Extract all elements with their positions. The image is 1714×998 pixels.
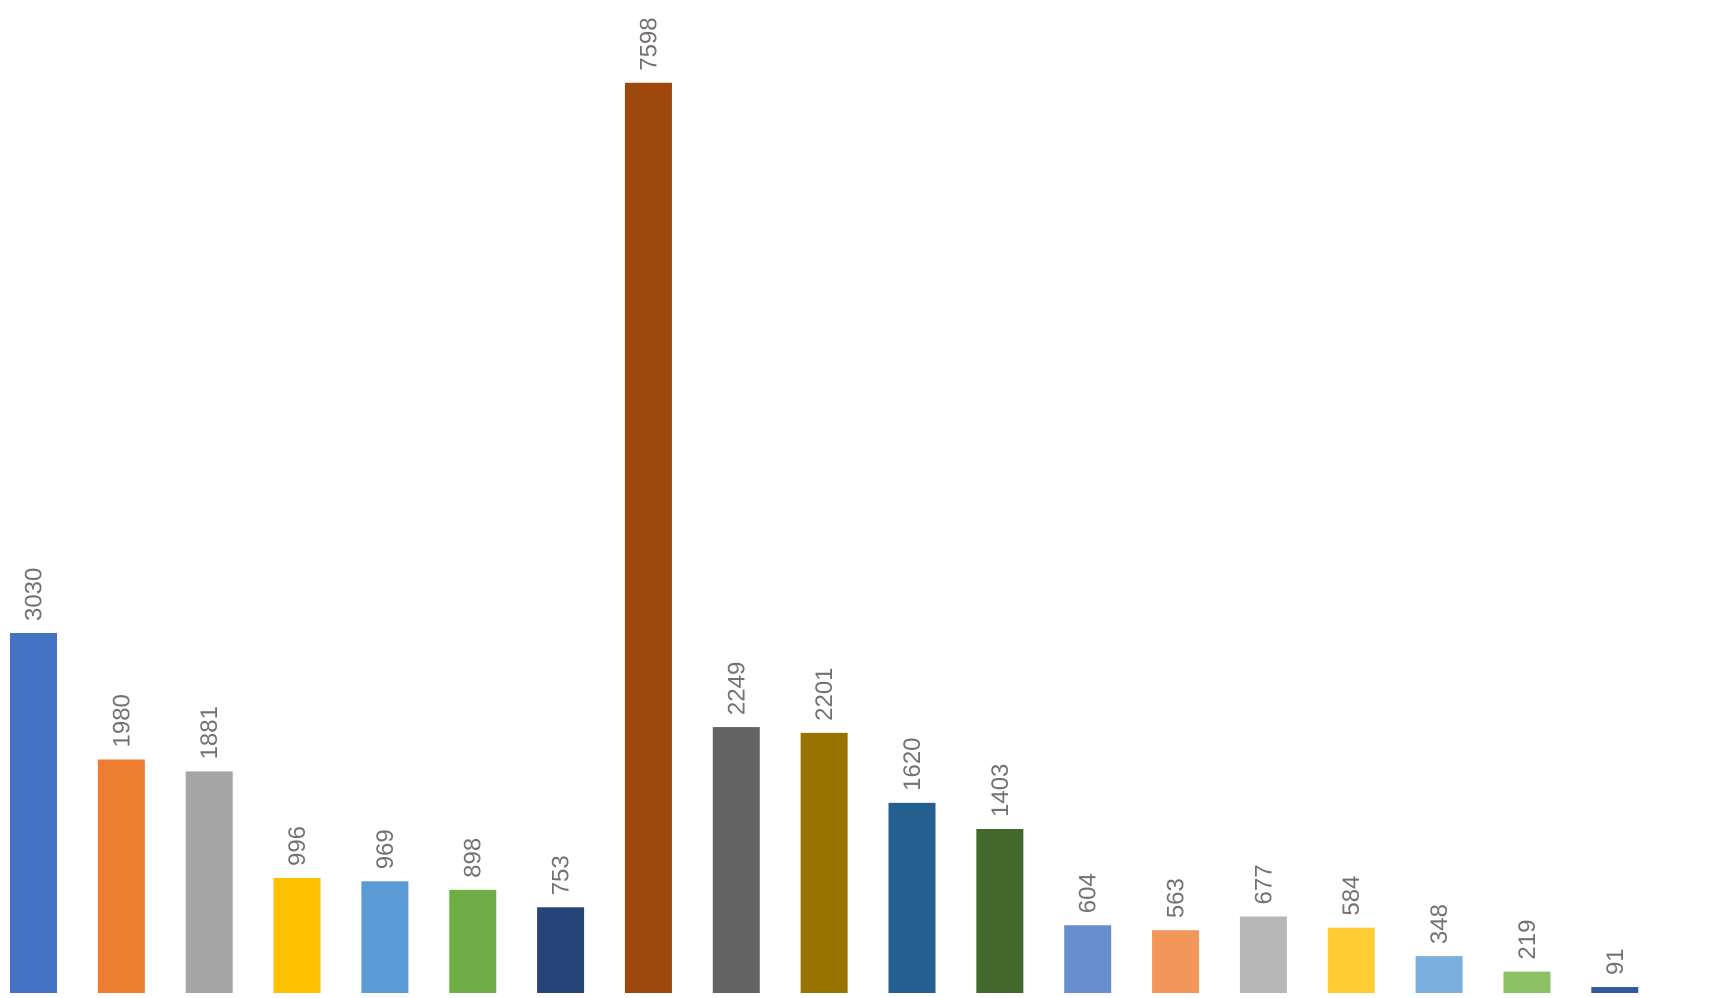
bar <box>185 771 233 998</box>
data-label: 2249 <box>723 662 750 715</box>
bar <box>449 889 497 998</box>
bar <box>1239 916 1287 998</box>
bars-layer <box>10 82 1639 998</box>
bar <box>273 878 321 998</box>
data-label: 348 <box>1426 904 1453 944</box>
data-label: 1403 <box>987 764 1014 817</box>
data-label: 1980 <box>108 694 135 747</box>
data-label: 898 <box>460 838 487 878</box>
bar <box>712 727 760 998</box>
data-label: 1881 <box>196 706 223 759</box>
bar <box>1415 956 1463 998</box>
data-label: 3030 <box>21 568 48 621</box>
data-label: 563 <box>1163 878 1190 918</box>
data-label: 219 <box>1514 920 1541 960</box>
bar <box>537 907 585 998</box>
data-label: 1620 <box>899 737 926 790</box>
bar <box>1064 925 1112 998</box>
bar <box>1327 927 1375 998</box>
data-label: 753 <box>548 855 575 895</box>
bar <box>1591 987 1639 998</box>
bar <box>361 881 409 998</box>
bar <box>10 633 57 998</box>
bar <box>888 802 936 998</box>
bar <box>976 829 1024 998</box>
data-label: 91 <box>1602 948 1629 975</box>
data-label: 584 <box>1338 876 1365 916</box>
bar <box>624 82 672 998</box>
bar <box>1503 971 1551 998</box>
data-label: 2201 <box>811 667 838 720</box>
bar <box>800 732 848 998</box>
data-label: 969 <box>372 829 399 869</box>
bar <box>97 759 145 998</box>
data-labels-layer: 3030 1980 1881 996 969 898 753 7598 2249 2201 1620… <box>21 17 1629 975</box>
data-label: 677 <box>1250 864 1277 904</box>
bar <box>1152 930 1200 998</box>
data-label: 996 <box>284 826 311 866</box>
data-label: 7598 <box>635 17 662 70</box>
data-label: 604 <box>1075 873 1102 913</box>
